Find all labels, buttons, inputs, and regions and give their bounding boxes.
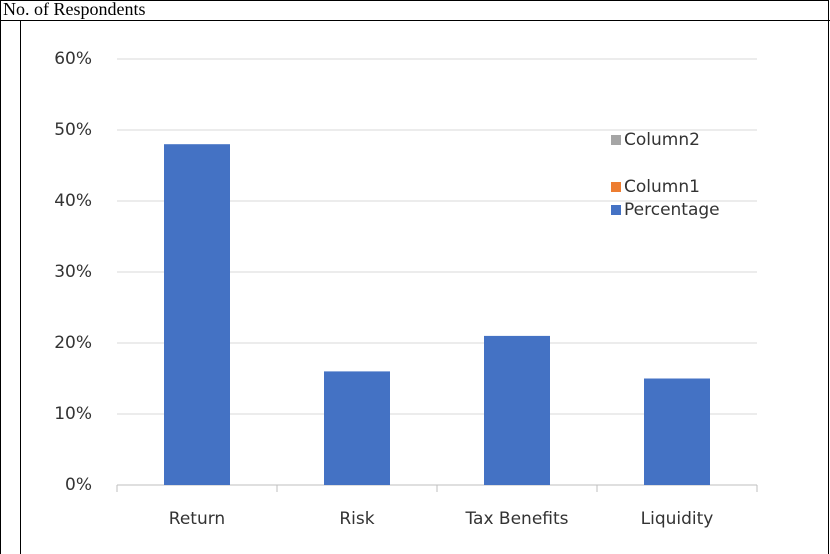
bar [324, 371, 390, 485]
x-tick-label: Risk [339, 509, 374, 529]
bar [644, 378, 710, 485]
y-tick-label: 50% [54, 120, 92, 140]
y-tick-label: 40% [54, 191, 92, 211]
bar [164, 144, 230, 485]
legend-swatch [611, 205, 621, 215]
y-tick-label: 20% [54, 333, 92, 353]
header: No. of Respondents [3, 0, 146, 19]
legend-swatch [611, 135, 621, 145]
y-tick-label: 0% [65, 475, 92, 495]
y-tick-label: 60% [54, 49, 92, 69]
legend-label: Column1 [624, 177, 700, 197]
x-tick-label: Tax Benefits [464, 509, 568, 529]
legend-label: Column2 [624, 130, 700, 150]
x-tick-label: Liquidity [641, 509, 714, 529]
y-tick-label: 30% [54, 262, 92, 282]
bar [484, 335, 550, 485]
x-tick-label: Return [169, 509, 225, 529]
legend-label: Percentage [624, 200, 720, 220]
y-tick-label: 10% [54, 404, 92, 424]
legend-swatch [611, 182, 621, 192]
